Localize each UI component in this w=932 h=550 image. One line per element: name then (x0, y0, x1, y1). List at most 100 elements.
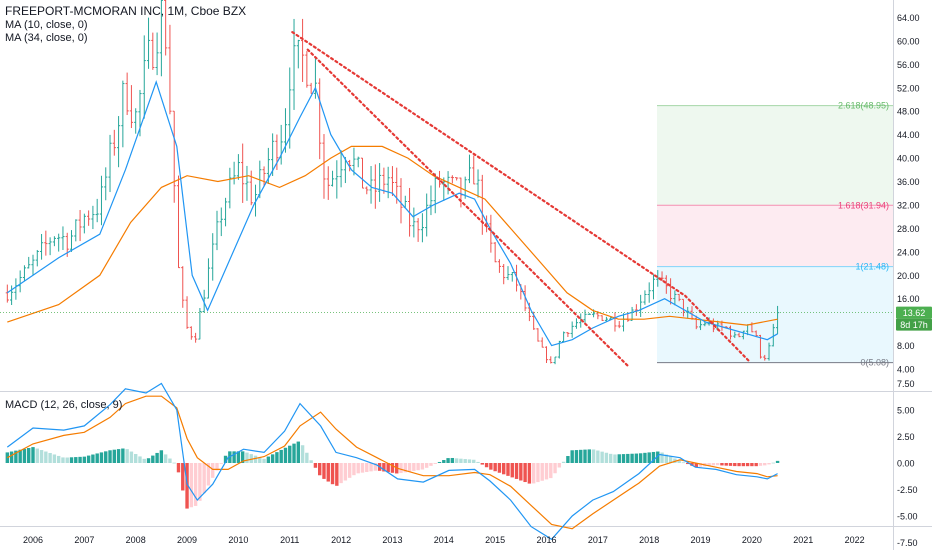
macd-histogram-bar (61, 457, 65, 463)
macd-histogram-bar (523, 463, 527, 483)
macd-histogram-bar (116, 449, 121, 463)
time-tick-label: 2014 (434, 535, 454, 545)
macd-histogram-bar (617, 454, 621, 463)
macd-histogram-bar (189, 463, 194, 508)
price-tick-label: 4.00 (897, 365, 915, 375)
macd-histogram-bar (288, 445, 292, 463)
time-tick-label: 2009 (177, 535, 197, 545)
macd-histogram-bar (399, 463, 403, 474)
time-tick-label: 2011 (280, 535, 299, 545)
macd-histogram-bar (715, 463, 720, 466)
countdown-badge-value: 8d 17h (900, 320, 928, 330)
macd-histogram-bar (112, 449, 117, 463)
macd-histogram-bar (775, 460, 780, 463)
macd-line (6, 382, 778, 541)
macd-tick-label: 2.50 (897, 432, 915, 442)
macd-histogram-bar (656, 451, 660, 463)
fib-level-label: 1(21.48) (855, 262, 889, 272)
macd-histogram-bar (292, 443, 296, 463)
macd-histogram-bar (176, 463, 181, 473)
time-tick-label: 2022 (845, 535, 865, 545)
price-tick-label: 48.00 (897, 107, 920, 117)
macd-histogram-bar (733, 463, 737, 467)
macd-histogram-bar (549, 463, 553, 479)
macd-signal-line (7, 395, 778, 530)
macd-histogram-bar (69, 457, 74, 463)
macd-histogram-bar (681, 462, 686, 464)
macd-histogram-bar (514, 463, 519, 479)
macd-histogram-bar (621, 454, 626, 463)
macd-histogram-bar (651, 451, 656, 463)
macd-histogram-bar (232, 451, 236, 463)
macd-histogram-bar (442, 460, 446, 463)
macd-histogram-bar (373, 463, 378, 471)
price-tick-label: 60.00 (897, 36, 920, 46)
macd-legend[interactable]: MACD (12, 26, close, 9) (5, 399, 123, 411)
macd-histogram-bar (82, 456, 87, 463)
macd-histogram-bar (643, 452, 647, 463)
macd-histogram-bar (313, 463, 318, 468)
macd-histogram-bar (44, 451, 48, 463)
price-tick-label: 24.00 (897, 247, 920, 257)
macd-histogram-bar (463, 459, 467, 463)
macd-histogram-bar (198, 463, 202, 501)
macd-histogram-bar (223, 455, 228, 463)
macd-histogram-bar (484, 463, 489, 468)
macd-histogram-bar (677, 460, 681, 463)
macd-histogram-bar (309, 460, 313, 463)
ma10-legend[interactable]: MA (10, close, 0) (5, 19, 88, 31)
macd-histogram-bar (686, 463, 690, 465)
countdown-badge (896, 318, 932, 331)
macd-histogram-bar (416, 463, 420, 471)
ma34-legend[interactable]: MA (34, close, 0) (5, 32, 88, 44)
trend-line-upper-ext (684, 294, 751, 363)
macd-histogram-bar (476, 461, 480, 463)
macd-histogram-bar (613, 454, 617, 463)
macd-histogram-bar (536, 463, 540, 483)
macd-histogram-bar (125, 449, 129, 463)
macd-histogram-bar (634, 453, 639, 463)
macd-histogram-bar (211, 463, 215, 478)
macd-histogram-bar (506, 463, 510, 476)
time-tick-label: 2019 (691, 535, 711, 545)
macd-histogram-bar (758, 463, 763, 466)
time-tick-label: 2021 (793, 535, 813, 545)
price-tick-label: 28.00 (897, 224, 920, 234)
macd-histogram-bar (583, 449, 587, 463)
macd-histogram-bar (86, 455, 91, 463)
macd-histogram-bar (390, 463, 395, 473)
macd-histogram-bar (9, 451, 14, 463)
macd-histogram-bar (369, 463, 373, 472)
macd-histogram-bar (99, 452, 104, 463)
macd-histogram-bar (450, 457, 455, 463)
macd-histogram-bar (493, 463, 497, 472)
macd-histogram-bar (502, 463, 506, 475)
macd-histogram-bar (275, 452, 279, 463)
macd-histogram-bar (412, 463, 416, 471)
macd-histogram-bar (155, 452, 159, 463)
macd-histogram-bar (142, 458, 146, 463)
macd-histogram-bar (159, 450, 164, 463)
macd-histogram-bar (587, 449, 591, 463)
macd-histogram-bar (215, 463, 219, 471)
macd-histogram-bar (763, 463, 767, 466)
macd-histogram-bar (219, 463, 223, 464)
macd-histogram-bar (240, 451, 245, 463)
macd-histogram-bar (403, 463, 407, 473)
macd-histogram-bar (31, 447, 35, 463)
price-badge (896, 306, 932, 319)
macd-histogram-bar (626, 453, 630, 463)
macd-histogram-bar (608, 453, 613, 463)
macd-histogram-bar (343, 463, 348, 481)
time-tick-label: 2012 (331, 535, 351, 545)
macd-histogram-bar (335, 463, 339, 486)
macd-histogram-bar (566, 456, 570, 463)
macd-histogram-bar (52, 454, 57, 463)
macd-histogram-bar (557, 463, 562, 468)
macd-histogram-bar (27, 447, 31, 463)
macd-histogram-bar (694, 463, 698, 468)
price-tick-label: 36.00 (897, 177, 920, 187)
macd-histogram-bar (711, 463, 716, 466)
